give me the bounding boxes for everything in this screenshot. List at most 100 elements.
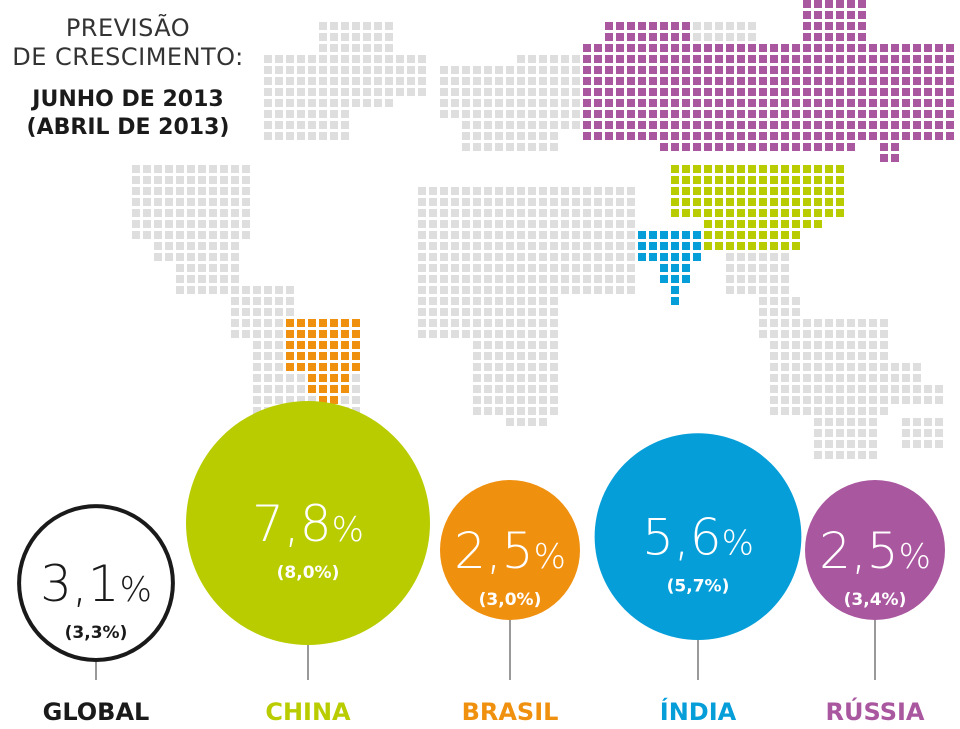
map-dot-russia (891, 99, 899, 107)
map-dot-land (275, 385, 283, 393)
map-dot-india (638, 253, 646, 261)
map-dot-russia (737, 44, 745, 52)
map-dot-land (847, 451, 855, 459)
map-dot-land (418, 308, 426, 316)
map-dot-land (187, 253, 195, 261)
map-dot-land (495, 319, 503, 327)
map-dot-russia (792, 66, 800, 74)
map-dot-land (484, 385, 492, 393)
map-dot-russia (605, 33, 613, 41)
map-dot-russia (869, 88, 877, 96)
map-dot-land (539, 407, 547, 415)
bubble-previous-value: (3,4%) (844, 590, 907, 610)
map-dot-land (759, 319, 767, 327)
map-dot-land (825, 319, 833, 327)
map-dot-russia (946, 132, 954, 140)
map-dot-land (484, 319, 492, 327)
map-dot-land (726, 33, 734, 41)
map-dot-land (484, 121, 492, 129)
map-dot-russia (638, 132, 646, 140)
map-dot-land (605, 220, 613, 228)
map-dot-land (847, 363, 855, 371)
map-dot-land (176, 286, 184, 294)
map-dot-land (561, 99, 569, 107)
map-dot-land (528, 110, 536, 118)
map-dot-land (176, 220, 184, 228)
map-dot-russia (891, 66, 899, 74)
map-dot-russia (880, 77, 888, 85)
map-dot-russia (759, 55, 767, 63)
map-dot-russia (792, 88, 800, 96)
map-dot-land (220, 209, 228, 217)
bubble-value: 7,8% (252, 495, 364, 553)
map-dot-russia (825, 143, 833, 151)
map-dot-land (429, 330, 437, 338)
map-dot-russia (638, 110, 646, 118)
map-dot-land (462, 110, 470, 118)
map-dot-land (451, 297, 459, 305)
map-dot-land (781, 330, 789, 338)
map-dot-land (583, 231, 591, 239)
map-dot-china (682, 165, 690, 173)
map-dot-land (528, 407, 536, 415)
map-dot-land (528, 132, 536, 140)
chart-subtitle: JUNHO DE 2013 (ABRIL DE 2013) (8, 86, 248, 142)
map-dot-china (803, 209, 811, 217)
map-dot-land (561, 275, 569, 283)
map-dot-land (418, 330, 426, 338)
map-dot-russia (638, 44, 646, 52)
map-dot-land (385, 22, 393, 30)
region-label-índia: ÍNDIA (660, 697, 737, 726)
map-dot-land (506, 121, 514, 129)
map-dot-land (836, 341, 844, 349)
map-dot-land (341, 99, 349, 107)
map-dot-land (462, 264, 470, 272)
map-dot-china (704, 187, 712, 195)
map-dot-russia (880, 44, 888, 52)
map-dot-land (132, 209, 140, 217)
map-dot-russia (726, 99, 734, 107)
map-dot-russia (671, 132, 679, 140)
map-dot-china (792, 187, 800, 195)
map-dot-china (737, 209, 745, 217)
map-dot-brasil (297, 363, 305, 371)
map-dot-china (792, 220, 800, 228)
map-dot-land (275, 319, 283, 327)
map-dot-land (495, 407, 503, 415)
map-dot-land (506, 418, 514, 426)
map-dot-russia (759, 132, 767, 140)
map-dot-india (671, 253, 679, 261)
map-dot-india (649, 242, 657, 250)
map-dot-land (550, 88, 558, 96)
map-dot-land (616, 275, 624, 283)
map-dot-land (429, 286, 437, 294)
map-dot-land (561, 66, 569, 74)
map-dot-land (495, 198, 503, 206)
map-dot-russia (902, 77, 910, 85)
map-dot-russia (660, 22, 668, 30)
map-dot-land (275, 374, 283, 382)
map-dot-land (869, 407, 877, 415)
map-dot-land (396, 77, 404, 85)
map-dot-land (825, 429, 833, 437)
map-dot-land (132, 187, 140, 195)
map-dot-china (704, 176, 712, 184)
map-dot-brasil (319, 352, 327, 360)
map-dot-land (154, 209, 162, 217)
map-dot-land (330, 121, 338, 129)
map-dot-land (550, 264, 558, 272)
map-dot-land (561, 231, 569, 239)
map-dot-land (451, 209, 459, 217)
map-dot-land (308, 132, 316, 140)
map-dot-land (165, 198, 173, 206)
map-dot-land (253, 363, 261, 371)
map-dot-brasil (319, 374, 327, 382)
map-dot-land (484, 275, 492, 283)
map-dot-land (814, 363, 822, 371)
map-dot-land (286, 55, 294, 63)
map-dot-land (341, 55, 349, 63)
map-dot-land (286, 99, 294, 107)
map-dot-russia (715, 88, 723, 96)
map-dot-land (616, 286, 624, 294)
